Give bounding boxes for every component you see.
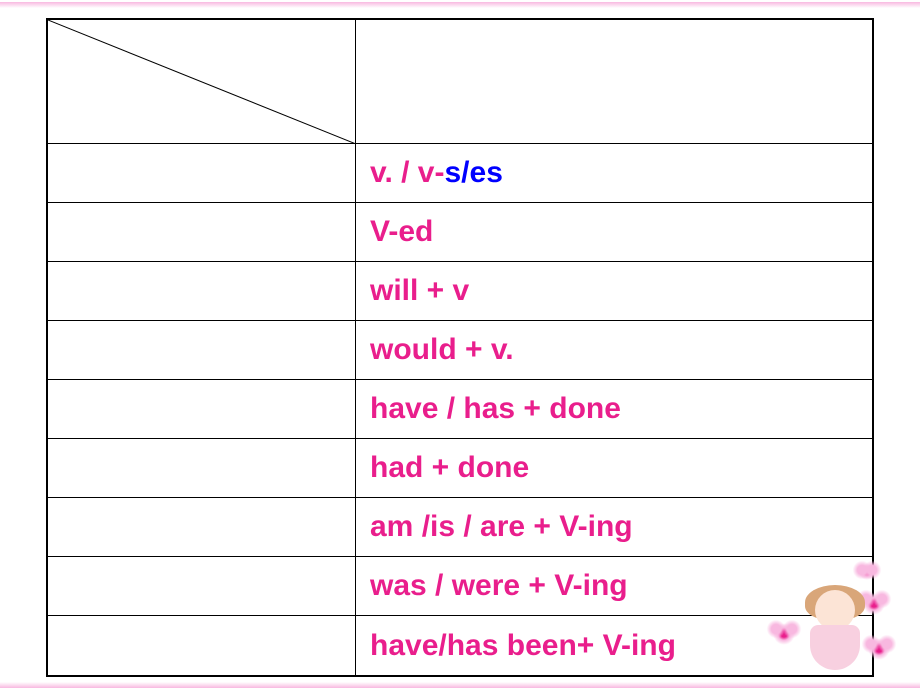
row-right-cell: will + v <box>356 262 872 320</box>
grammar-text-segment: have/has been+ V-ing <box>370 629 676 663</box>
top-border-decoration <box>0 2 920 8</box>
row-right-cell: had + done <box>356 439 872 497</box>
table-row: have / has + done <box>48 380 872 439</box>
row-left-cell <box>48 380 356 438</box>
table-row: V-ed <box>48 203 872 262</box>
flower-icon <box>868 638 890 660</box>
table-row: will + v <box>48 262 872 321</box>
grammar-text-segment: V-ed <box>370 215 433 249</box>
table-row: am /is / are + V-ing <box>48 498 872 557</box>
row-right-cell: would + v. <box>356 321 872 379</box>
table-row: was / were + V-ing <box>48 557 872 616</box>
header-right-cell <box>356 20 872 143</box>
char-dress <box>810 625 860 670</box>
flower-icon <box>859 564 875 580</box>
grammar-text-segment: s/es <box>444 156 502 190</box>
cartoon-character <box>800 590 870 670</box>
bottom-border-decoration <box>0 682 920 688</box>
row-left-cell <box>48 439 356 497</box>
flower-icon <box>773 623 795 645</box>
table-header-row <box>48 20 872 144</box>
cartoon-decoration <box>760 540 890 670</box>
grammar-table: v. / v-s/es V-ed will + v would + v. have / … <box>46 18 874 677</box>
table-row: have/has been+ V-ing <box>48 616 872 675</box>
grammar-text-segment: v. / v- <box>370 156 444 190</box>
diagonal-line-icon <box>48 20 355 143</box>
char-head <box>815 590 855 630</box>
row-right-cell: v. / v-s/es <box>356 144 872 202</box>
grammar-text-segment: will + v <box>370 274 469 308</box>
row-left-cell <box>48 498 356 556</box>
grammar-text-segment: would + v. <box>370 333 514 367</box>
row-left-cell <box>48 321 356 379</box>
row-right-cell: have / has + done <box>356 380 872 438</box>
table-row: would + v. <box>48 321 872 380</box>
table-row: had + done <box>48 439 872 498</box>
grammar-text-segment: had + done <box>370 451 529 485</box>
header-diagonal-cell <box>48 20 356 143</box>
row-left-cell <box>48 262 356 320</box>
row-left-cell <box>48 616 356 675</box>
row-left-cell <box>48 557 356 615</box>
grammar-text-segment: was / were + V-ing <box>370 569 628 603</box>
row-right-cell: V-ed <box>356 203 872 261</box>
row-left-cell <box>48 203 356 261</box>
table-row: v. / v-s/es <box>48 144 872 203</box>
row-left-cell <box>48 144 356 202</box>
grammar-text-segment: am /is / are + V-ing <box>370 510 633 544</box>
grammar-text-segment: have / has + done <box>370 392 621 426</box>
